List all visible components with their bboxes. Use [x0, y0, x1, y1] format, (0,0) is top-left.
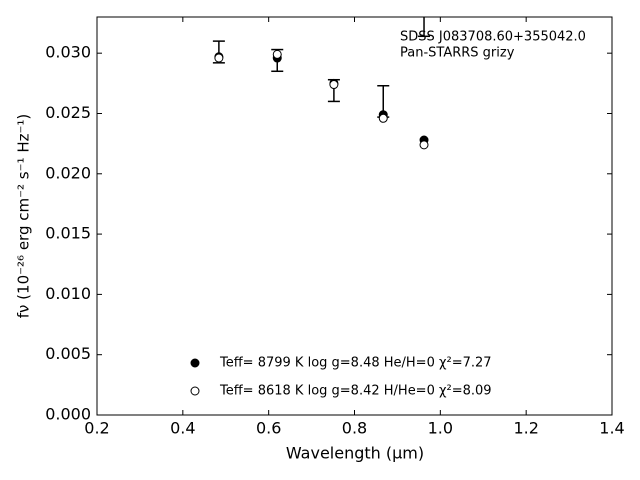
legend-label: Teff= 8799 K log g=8.48 He/H=0 χ²=7.27: [219, 356, 492, 371]
data-point: [419, 140, 429, 150]
x-tick-label: 1.4: [599, 419, 624, 438]
x-tick-label: 0.8: [342, 419, 367, 438]
legend-label: Teff= 8618 K log g=8.42 H/He=0 χ²=8.09: [219, 384, 492, 399]
y-tick-label: 0.020: [45, 163, 91, 182]
x-tick-label: 0.4: [170, 419, 195, 438]
data-point: [214, 53, 224, 63]
y-tick-label: 0.030: [45, 43, 91, 62]
plot-area: [212, 17, 431, 150]
data-point: [272, 49, 282, 59]
y-tick-label: 0.025: [45, 103, 91, 122]
plot-frame: [96, 16, 613, 416]
legend-marker: [190, 386, 200, 396]
y-tick-label: 0.000: [45, 405, 91, 424]
x-tick-label: 0.2: [84, 419, 109, 438]
y-axis-label: fν (10⁻²⁶ erg cm⁻² s⁻¹ Hz⁻¹): [15, 114, 33, 319]
y-tick-label: 0.015: [45, 224, 91, 243]
data-point: [329, 80, 339, 90]
annotation: SDSS J083708.60+355042.0: [400, 30, 586, 45]
annotation: Pan-STARRS grizy: [400, 46, 515, 61]
y-tick-label: 0.005: [45, 344, 91, 363]
x-axis-label: Wavelength (μm): [286, 444, 424, 463]
data-point: [378, 113, 388, 123]
y-tick-label: 0.010: [45, 284, 91, 303]
x-tick-label: 0.6: [256, 419, 281, 438]
legend-marker: [190, 358, 200, 368]
x-tick-label: 1.2: [513, 419, 538, 438]
x-tick-label: 1.0: [428, 419, 453, 438]
